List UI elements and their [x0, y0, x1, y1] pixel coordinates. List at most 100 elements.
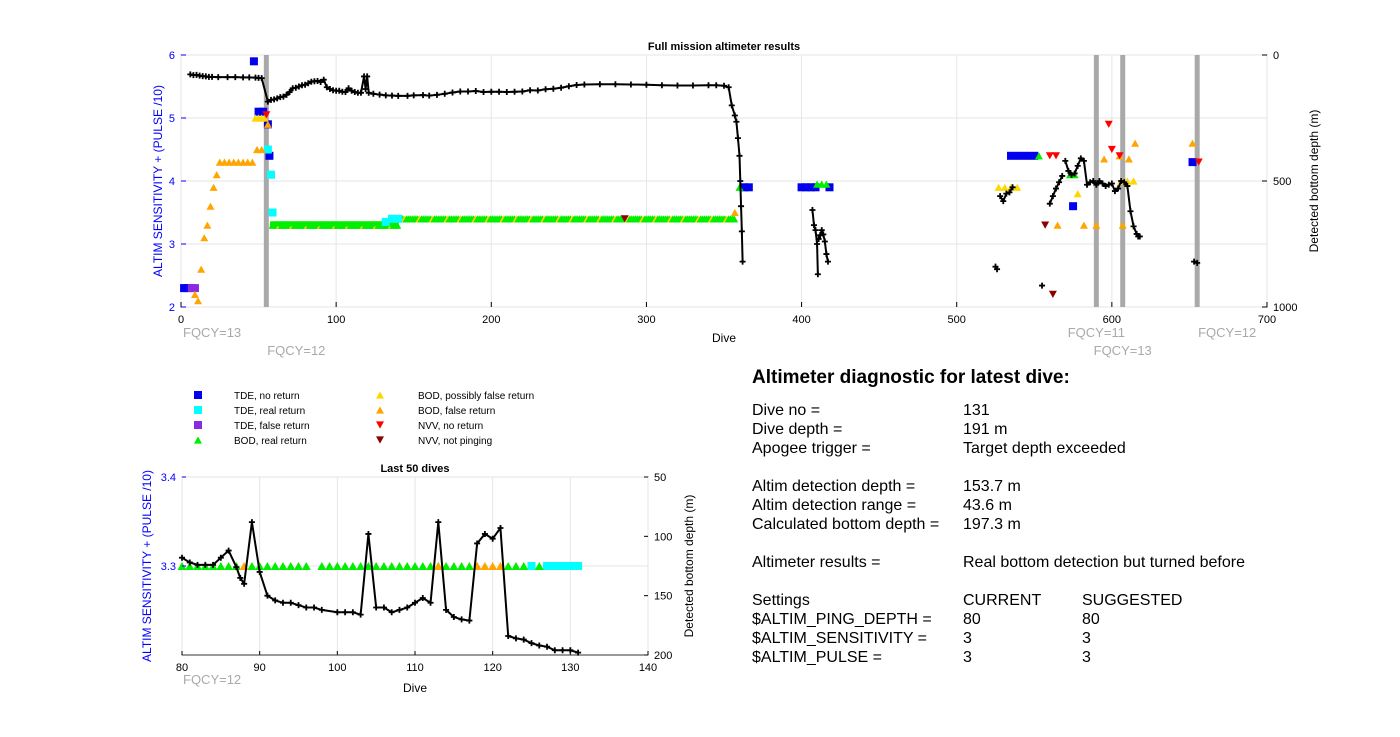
- main-x-tick-label: 700: [1258, 314, 1276, 326]
- main-depth-point: [734, 135, 741, 142]
- detection-depth-label: Altim detection depth =: [752, 478, 916, 495]
- main-depth-point: [357, 89, 364, 96]
- main-x-tick-label: 200: [482, 314, 500, 326]
- small-depth-point: [225, 547, 232, 554]
- main-depth-point: [511, 88, 518, 95]
- small-depth-point: [474, 540, 481, 547]
- main-depth-point: [725, 84, 732, 91]
- main-bod_real_return-marker: [822, 180, 831, 188]
- main-y-tick-label: 4: [169, 176, 175, 188]
- small-depth-point: [458, 616, 465, 623]
- small-bod-real-marker: [356, 561, 366, 571]
- small-bod-real-marker: [332, 561, 342, 571]
- small-x-tick-label: 110: [406, 662, 424, 674]
- small-depth-point: [512, 635, 519, 642]
- small-depth-line: [181, 521, 579, 654]
- main-y-tick-label: 5: [169, 113, 175, 125]
- main-depth-cluster-point: [821, 238, 828, 245]
- main-depth-cluster-point: [1115, 185, 1122, 192]
- small-fqcy-axis-label: FQCY=12: [183, 672, 241, 687]
- main-tde_no_return-marker: [1188, 158, 1197, 167]
- small-bod-real-marker: [534, 561, 544, 571]
- main-depth-point: [232, 74, 239, 81]
- small-depth-point: [210, 561, 217, 568]
- small-y-right-label: Detected bottom depth (m): [682, 495, 696, 638]
- main-depth-cluster-point: [1053, 185, 1060, 192]
- main-depth-cluster-point: [1108, 180, 1115, 187]
- main-depth-cluster-point: [1093, 181, 1100, 188]
- legend-marker: [194, 391, 202, 399]
- main-depth-cluster-point: [1056, 179, 1063, 186]
- small-depth-point: [404, 604, 411, 611]
- small-bod-real-marker: [387, 561, 397, 571]
- main-depth-point: [323, 84, 330, 91]
- small-bod-real-marker: [185, 561, 195, 571]
- main-depth-point: [283, 91, 290, 98]
- main-tde_real_return-marker: [387, 214, 396, 223]
- small-depth-point: [334, 609, 341, 616]
- small-bod-real-marker: [410, 561, 420, 571]
- main-x-tick-label: 300: [637, 314, 655, 326]
- main-depth-point: [465, 88, 472, 95]
- main-bod_possibly_false-marker: [994, 183, 1003, 191]
- main-x-tick-label: 100: [327, 314, 345, 326]
- main-depth-point: [362, 86, 369, 93]
- main-depth-point: [264, 98, 271, 105]
- main-depth-point: [240, 74, 247, 81]
- main-depth-point: [370, 90, 377, 97]
- main-bod_possibly_false-marker: [1013, 183, 1022, 191]
- main-bod_false-marker: [730, 208, 739, 217]
- small-tde-real-marker: [550, 562, 559, 570]
- small-bod-real-marker: [503, 561, 513, 571]
- main-bod_false-marker: [1079, 221, 1088, 229]
- legend-marker: [194, 436, 202, 444]
- legend-label: TDE, false return: [234, 421, 310, 432]
- small-x-tick-label: 130: [561, 662, 579, 674]
- small-tde-real-marker: [558, 562, 567, 570]
- main-depth-point: [365, 89, 372, 96]
- main-depth-point: [305, 80, 312, 87]
- main-depth-cluster-point: [820, 231, 827, 238]
- small-depth-point: [237, 574, 244, 581]
- main-depth-point: [558, 84, 565, 91]
- main-depth-point: [426, 92, 433, 99]
- main-depth-cluster-point: [1102, 183, 1109, 190]
- main-bod-marker: [730, 215, 739, 223]
- main-depth-point: [472, 88, 479, 95]
- small-depth-point: [575, 649, 582, 656]
- small-tde-real-marker: [527, 562, 536, 570]
- small-x-tick-label: 140: [639, 662, 657, 674]
- bottom-depth-value: 197.3 m: [963, 516, 1021, 533]
- main-depth-cluster-point: [1105, 181, 1112, 188]
- main-depth-point: [565, 83, 572, 90]
- small-depth-point: [544, 643, 551, 650]
- main-depth-point: [689, 82, 696, 89]
- legend-label: NVV, no return: [418, 421, 483, 432]
- apogee-row: Apogee trigger = Target depth exceeded: [752, 439, 1392, 458]
- small-depth-point: [551, 647, 558, 654]
- main-tde_no_return-marker: [1030, 151, 1039, 160]
- main-depth-point: [738, 203, 745, 210]
- main-depth-cluster-point: [1130, 223, 1137, 230]
- main-depth-point: [348, 87, 355, 94]
- fqcy-line: [1093, 55, 1099, 307]
- small-tde-real-marker: [574, 562, 583, 570]
- main-depth-point: [382, 92, 389, 99]
- main-depth-point: [224, 74, 231, 81]
- legend-marker: [376, 406, 384, 414]
- small-depth-point: [466, 617, 473, 624]
- main-nvv_no_return-marker: [1052, 152, 1061, 160]
- small-bod-real-marker: [363, 561, 373, 571]
- main-depth-cluster-point: [1090, 178, 1097, 184]
- settings-header-row: Settings CURRENT SUGGESTED: [752, 591, 1392, 610]
- small-bod-real-marker: [426, 561, 436, 571]
- main-depth-cluster-point: [1077, 155, 1084, 162]
- ping-depth-label: $ALTIM_PING_DEPTH =: [752, 611, 932, 628]
- main-nvv_no_return-marker: [1115, 152, 1124, 160]
- small-chart: 80 90 100 110 120 130 140 3.3 3.4 50 100 150 200 Las…: [140, 463, 696, 695]
- main-depth-point: [488, 88, 495, 95]
- main-depth-cluster-point: [812, 227, 819, 234]
- small-x-tick-label: 80: [176, 662, 188, 674]
- small-bod-real-marker: [278, 561, 288, 571]
- small-bod-real-marker: [457, 561, 467, 571]
